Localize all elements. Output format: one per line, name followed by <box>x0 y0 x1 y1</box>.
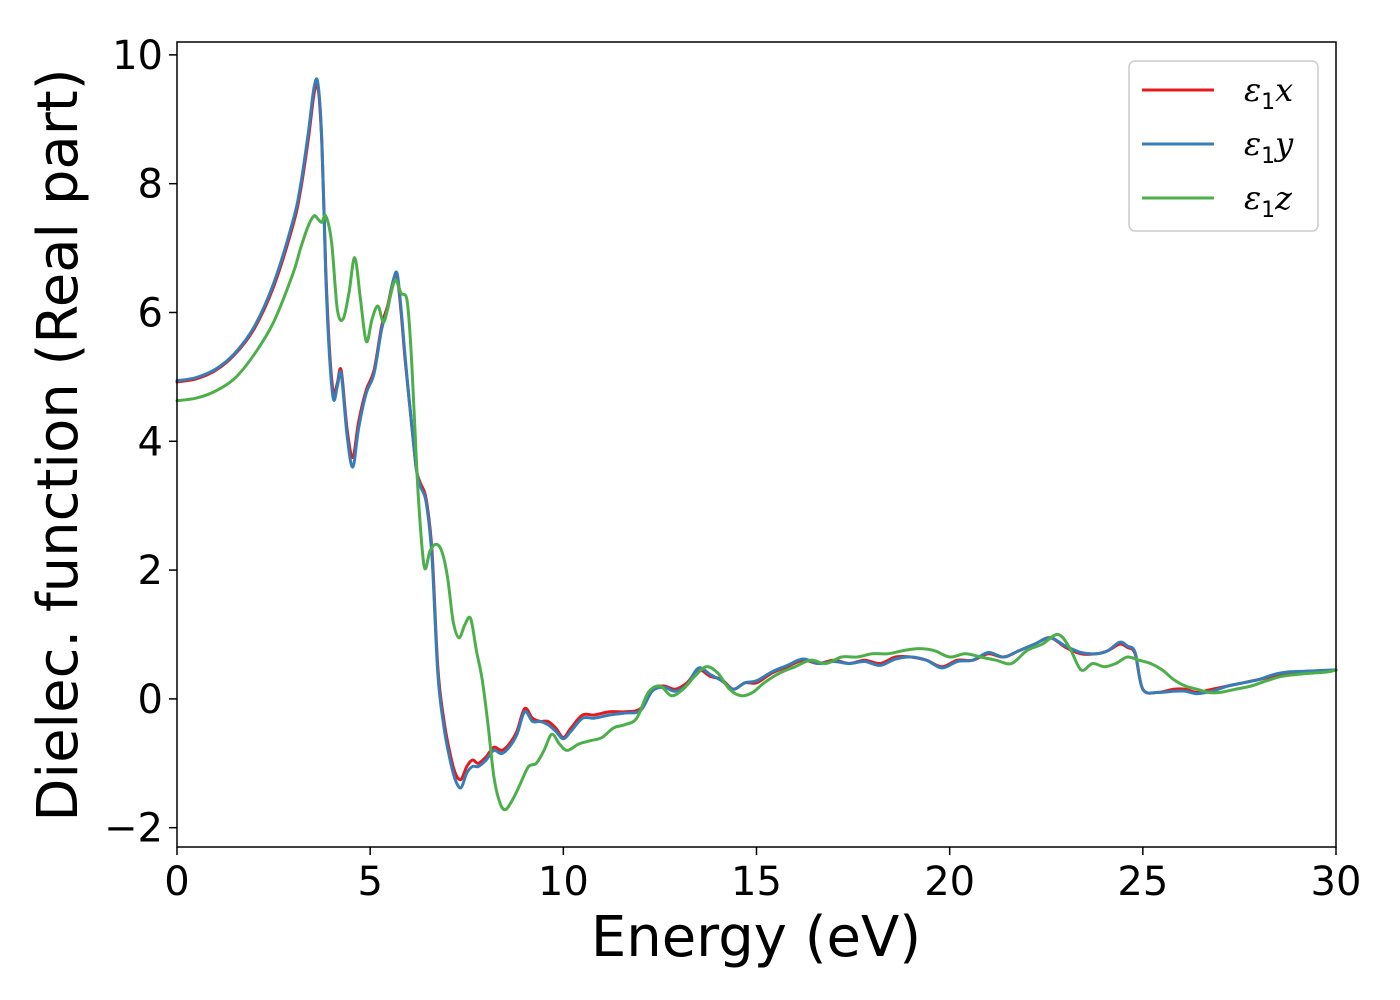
y-axis-ticks: −2 0 2 4 6 8 10 <box>104 33 177 852</box>
y-axis-title: Dielec. function (Real part) <box>26 68 91 821</box>
x-axis-title: Energy (eV) <box>591 905 921 970</box>
x-tick-label: 10 <box>538 859 589 905</box>
legend-label-x: ε1x <box>1244 71 1293 115</box>
legend-box <box>1128 60 1319 232</box>
x-tick-label: 5 <box>357 859 382 905</box>
y-tick-label: 10 <box>112 33 163 79</box>
x-tick-label: 20 <box>924 859 975 905</box>
y-tick-label: 4 <box>138 419 163 465</box>
series-line-y <box>175 77 1338 790</box>
legend-label-y: ε1y <box>1244 125 1294 169</box>
x-tick-label: 25 <box>1117 859 1168 905</box>
legend: ε1x ε1y ε1z <box>1128 60 1319 232</box>
x-tick-label: 30 <box>1311 859 1362 905</box>
legend-entries: ε1x ε1y ε1z <box>1142 71 1294 223</box>
legend-label-z: ε1z <box>1244 179 1293 223</box>
x-tick-label: 15 <box>731 859 782 905</box>
series-lines <box>175 77 1338 812</box>
y-tick-label: 8 <box>138 162 163 208</box>
x-tick-label: 0 <box>164 859 189 905</box>
y-tick-label: −2 <box>104 806 163 852</box>
x-axis-ticks: 0 5 10 15 20 25 30 <box>164 847 1361 905</box>
series-line-z <box>175 213 1338 812</box>
y-tick-label: 2 <box>138 548 163 594</box>
y-tick-label: 6 <box>138 290 163 336</box>
y-tick-label: 0 <box>138 677 163 723</box>
